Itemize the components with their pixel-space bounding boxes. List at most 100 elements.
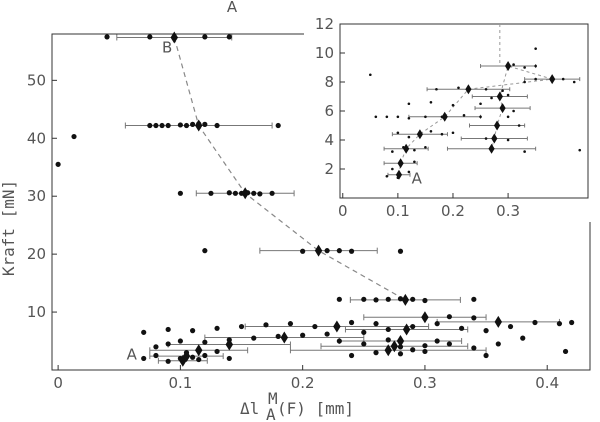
main-mean-diamond bbox=[402, 323, 411, 336]
main-data-point bbox=[214, 348, 220, 355]
inset-data-point bbox=[517, 124, 521, 127]
main-data-point bbox=[520, 335, 526, 341]
main-data-point bbox=[483, 328, 489, 334]
main-data-point bbox=[153, 352, 159, 359]
inset-data-point bbox=[391, 150, 394, 153]
main-x-axis: 0 0.1 0.2 0.3 0.4 bbox=[53, 365, 559, 392]
inset-data-point bbox=[512, 63, 515, 66]
inset-data-point bbox=[424, 145, 427, 149]
inset-data-point bbox=[451, 103, 455, 107]
main-data-point bbox=[165, 122, 171, 129]
inset-data-point bbox=[391, 167, 394, 171]
main-data-point bbox=[324, 248, 330, 254]
main-data-point bbox=[165, 326, 171, 333]
main-x-tick-label: 0.3 bbox=[413, 374, 437, 392]
main-data-point bbox=[251, 335, 257, 341]
main-data-point bbox=[410, 347, 416, 353]
main-data-point bbox=[147, 34, 153, 40]
inset-data-point bbox=[523, 150, 526, 153]
main-data-point bbox=[226, 355, 232, 362]
main-data-point bbox=[208, 190, 214, 196]
main-data-point bbox=[397, 351, 404, 357]
inset-data-point bbox=[523, 80, 526, 84]
main-data-point bbox=[532, 319, 538, 326]
main-data-point bbox=[556, 321, 563, 327]
main-data-point bbox=[336, 296, 342, 302]
main-data-point bbox=[287, 321, 294, 327]
main-data-point bbox=[269, 190, 275, 196]
main-mean-diamond bbox=[396, 335, 405, 348]
inset-data-point bbox=[506, 138, 510, 142]
main-mean-diamond bbox=[195, 344, 203, 357]
main-data-point bbox=[373, 297, 379, 303]
main-mean-diamond bbox=[390, 340, 399, 353]
main-data-point bbox=[300, 248, 306, 254]
main-data-point bbox=[507, 323, 514, 330]
main-data-point bbox=[159, 122, 165, 129]
main-data-point bbox=[471, 296, 477, 302]
inset-data-point bbox=[506, 93, 510, 97]
main-data-point bbox=[446, 314, 452, 320]
inset-mean-diamond bbox=[465, 84, 472, 95]
main-data-point bbox=[275, 122, 281, 129]
main-data-point bbox=[190, 328, 196, 334]
main-data-point bbox=[397, 248, 404, 254]
main-mean-markers bbox=[170, 31, 503, 367]
main-data-point bbox=[471, 315, 477, 321]
main-mean-diamond bbox=[494, 315, 503, 328]
inset-data-point bbox=[424, 115, 427, 119]
main-mean-diamond bbox=[314, 244, 323, 257]
main-y-tick-label: 30 bbox=[27, 187, 46, 205]
main-data-point bbox=[202, 339, 208, 345]
main-data-point bbox=[257, 191, 263, 197]
inset-mean-diamond bbox=[549, 74, 556, 85]
main-data-point bbox=[348, 352, 355, 359]
inset-data-point bbox=[407, 135, 411, 139]
main-data-point bbox=[263, 322, 269, 328]
x-axis-label-rest: (F) [mm] bbox=[277, 399, 354, 418]
main-data-point bbox=[177, 190, 183, 196]
inset-y-tick-label: 2 bbox=[324, 160, 334, 178]
inset-data-point bbox=[512, 109, 515, 113]
inset-data-point bbox=[407, 170, 411, 174]
inset-data-point bbox=[490, 96, 493, 100]
main-x-tick-label: 0 bbox=[53, 374, 63, 392]
inset-mean-diamond bbox=[441, 111, 448, 122]
main-data-point bbox=[483, 352, 489, 359]
inset-background bbox=[304, 16, 594, 222]
main-data-point bbox=[410, 296, 416, 302]
main-data-point bbox=[183, 122, 190, 129]
inset-data-point bbox=[429, 130, 433, 133]
inset-y-tick-label: 4 bbox=[324, 131, 334, 149]
main-data-point bbox=[459, 325, 465, 331]
main-data-point bbox=[336, 248, 342, 254]
main-mean-diamond bbox=[170, 31, 178, 44]
inset-data-point bbox=[523, 66, 526, 69]
main-data-point bbox=[226, 34, 232, 40]
main-data-point bbox=[71, 133, 77, 140]
main-mean-diamond bbox=[195, 119, 203, 132]
inset-data-point bbox=[479, 102, 482, 106]
inset-data-point bbox=[484, 87, 488, 91]
inset-data-point bbox=[462, 114, 466, 117]
main-data-point bbox=[300, 332, 306, 338]
inset-y-tick-label: 10 bbox=[315, 44, 334, 62]
main-data-point bbox=[275, 333, 281, 339]
main-mean-diamond bbox=[401, 293, 410, 306]
main-data-point bbox=[373, 321, 379, 327]
main-y-tick-label: 40 bbox=[27, 129, 46, 147]
chart-title: A bbox=[227, 0, 238, 16]
inset-data-point bbox=[413, 160, 416, 164]
main-data-point bbox=[562, 348, 569, 355]
inset-mean-diamond bbox=[488, 143, 495, 154]
inset-data-points bbox=[369, 47, 582, 179]
main-mean-diamond bbox=[280, 331, 289, 344]
annotation-a: A bbox=[127, 346, 138, 364]
main-y-tick-label: 50 bbox=[27, 71, 46, 89]
inset-y-tick-label: 6 bbox=[324, 102, 334, 120]
main-data-point bbox=[214, 325, 220, 331]
main-data-point bbox=[495, 341, 501, 347]
main-data-point bbox=[348, 319, 355, 326]
